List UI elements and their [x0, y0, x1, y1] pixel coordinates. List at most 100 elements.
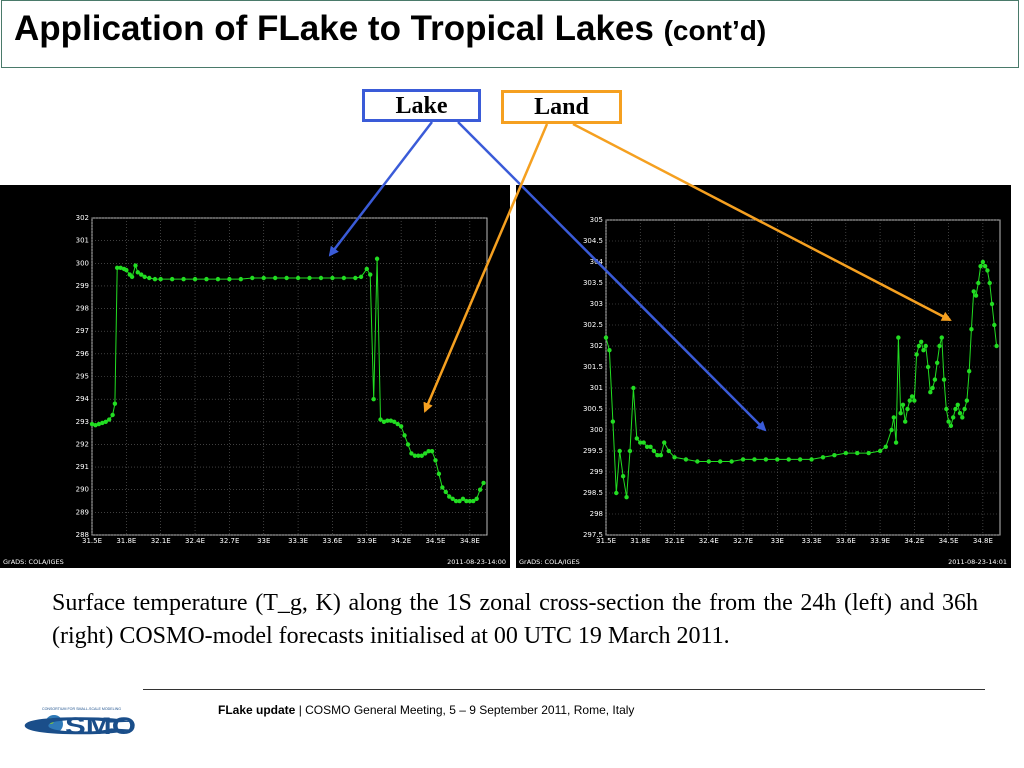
y-tick-label: 296 [76, 350, 90, 358]
x-tick-label: 31.5E [596, 537, 616, 545]
data-point [429, 449, 435, 454]
data-point [614, 490, 619, 496]
data-point [896, 335, 901, 340]
data-point [627, 448, 633, 454]
footer-divider [143, 689, 985, 690]
y-tick-label: 301 [590, 384, 603, 392]
y-tick-label: 303.5 [583, 279, 603, 287]
data-point [610, 419, 616, 424]
x-tick-label: 32.1E [151, 537, 171, 545]
y-tick-label: 290 [76, 486, 89, 494]
data-point [318, 275, 324, 281]
data-point [797, 457, 803, 462]
footer-bold: FLake update [218, 703, 296, 717]
data-point [898, 411, 903, 416]
y-tick-label: 300.5 [583, 405, 603, 413]
data-point [960, 415, 965, 420]
y-tick-label: 304.5 [583, 237, 603, 245]
data-point [392, 419, 397, 424]
data-point [443, 489, 448, 495]
data-point [474, 496, 479, 501]
data-point [866, 450, 871, 456]
data-point [987, 280, 992, 286]
data-point [644, 444, 650, 449]
chart-right: 297.5 298 298.5 299 299.5 300 300.5 301 301.5 302… [519, 216, 1007, 566]
data-point [921, 348, 926, 353]
data-point [603, 335, 609, 340]
data-point [978, 264, 983, 269]
data-point [93, 422, 98, 428]
data-point [385, 418, 390, 423]
data-point [353, 275, 358, 281]
y-tick-label: 303 [590, 300, 603, 308]
data-point [809, 457, 814, 462]
data-point [883, 444, 888, 449]
data-point [655, 453, 660, 458]
y-tick-label: 299 [590, 468, 603, 476]
data-point [672, 455, 677, 460]
lake-label: Lake [395, 93, 448, 119]
data-point [941, 377, 947, 382]
data-point [976, 280, 981, 286]
x-tick-label: 33.3E [802, 537, 822, 545]
data-point [142, 274, 147, 280]
data-point [919, 339, 924, 344]
data-point [135, 270, 140, 275]
logo-text: C [18, 713, 136, 738]
land-label: Land [534, 94, 589, 120]
data-point [914, 352, 919, 357]
data-point [440, 485, 445, 490]
y-tick-label: 289 [76, 508, 89, 516]
series-line [91, 258, 485, 502]
data-point [147, 275, 152, 281]
data-point [364, 266, 369, 272]
data-point [100, 420, 105, 426]
y-tick-label: 297 [76, 327, 89, 335]
data-point [718, 459, 723, 464]
data-point [381, 419, 387, 424]
y-tick-label: 293 [76, 418, 89, 426]
data-point [937, 343, 942, 349]
data-point [666, 448, 672, 454]
data-point [89, 421, 95, 427]
data-point [944, 406, 949, 412]
data-point [912, 398, 917, 403]
data-point [994, 343, 999, 349]
data-point [395, 421, 400, 427]
data-point [966, 369, 972, 374]
data-point [634, 436, 640, 441]
data-point [934, 360, 940, 365]
x-tick-label: 33.9E [357, 537, 377, 545]
y-tick-label: 304 [590, 258, 604, 266]
data-point [950, 415, 956, 420]
x-tick-label: 34.5E [425, 537, 445, 545]
data-point [158, 276, 163, 282]
data-point [272, 275, 278, 281]
data-point [464, 498, 469, 504]
data-point [409, 451, 414, 456]
data-point [969, 327, 974, 332]
data-point [181, 276, 186, 282]
footer-rest: | COSMO General Meeting, 5 – 9 September… [295, 703, 635, 717]
data-point [467, 498, 473, 504]
x-tick-label: 33.6E [836, 537, 856, 545]
cosmo-logo: CONSORTIUM FOR SMALL-SCALE MODELING C SM… [18, 707, 136, 738]
lake-label-box: Lake [362, 89, 481, 122]
data-point [215, 276, 221, 282]
data-point [905, 406, 910, 412]
x-tick-label: 31.5E [82, 537, 102, 545]
data-point [855, 450, 860, 456]
footer-text: FLake update | COSMO General Meeting, 5 … [218, 703, 634, 717]
data-point [371, 396, 376, 402]
data-point [433, 458, 438, 463]
y-tick-label: 298 [590, 510, 603, 518]
data-point [740, 457, 746, 462]
data-point [118, 265, 123, 271]
slide-title-main: Application of FLake to Tropical Lakes [14, 9, 654, 48]
data-point [133, 263, 138, 268]
data-point [110, 412, 115, 418]
data-point [374, 256, 380, 261]
data-point [330, 275, 335, 281]
y-tick-label: 301 [76, 237, 89, 245]
data-point [96, 421, 102, 427]
